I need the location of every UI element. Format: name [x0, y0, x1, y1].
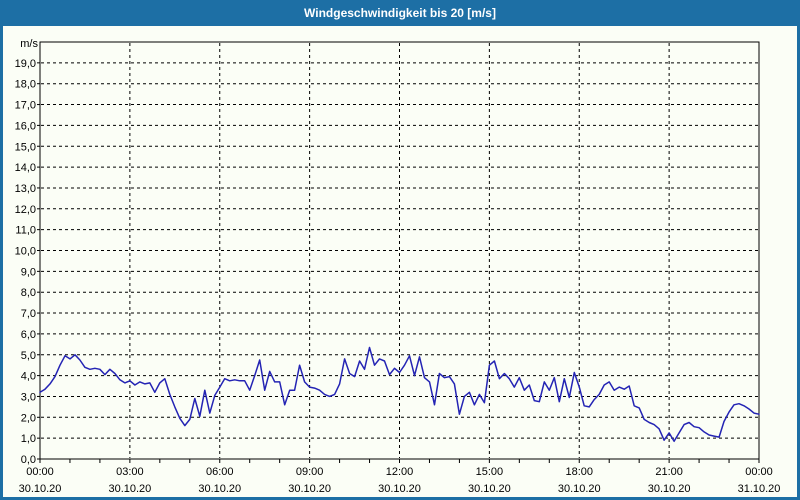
x-tick-date-label: 30.10.20 [288, 483, 331, 495]
y-tick-label: 9,0 [21, 266, 36, 278]
y-tick-label: 4,0 [21, 371, 36, 383]
x-tick-date-label: 30.10.20 [108, 483, 151, 495]
x-tick-time-label: 00:00 [26, 466, 54, 478]
x-tick-date-label: 30.10.20 [378, 483, 421, 495]
x-tick-time-label: 15:00 [476, 466, 504, 478]
y-tick-label: 17,0 [15, 100, 36, 112]
x-tick-date-label: 30.10.20 [648, 483, 691, 495]
y-tick-label: 13,0 [15, 183, 36, 195]
plot-frame [39, 41, 760, 460]
y-tick-label: 15,0 [15, 141, 36, 153]
window-titlebar[interactable]: Windgeschwindigkeit bis 20 [m/s] [0, 0, 800, 26]
x-tick-date-label: 31.10.20 [738, 483, 781, 495]
y-tick-label: 7,0 [21, 308, 36, 320]
x-tick-date-label: 30.10.20 [468, 483, 511, 495]
y-tick-label: 11,0 [15, 225, 36, 237]
y-tick-label: 10,0 [15, 246, 36, 258]
y-tick-label: 3,0 [21, 391, 36, 403]
x-tick-time-label: 09:00 [296, 466, 324, 478]
y-tick-label: 1,0 [21, 433, 36, 445]
y-tick-label: 5,0 [21, 350, 36, 362]
y-tick-label: 8,0 [21, 287, 36, 299]
window-title: Windgeschwindigkeit bis 20 [m/s] [304, 6, 496, 20]
y-tick-label: 12,0 [15, 204, 36, 216]
y-axis-unit-label: m/s [20, 38, 38, 50]
y-tick-label: 19,0 [15, 58, 36, 70]
x-tick-time-label: 21:00 [655, 466, 683, 478]
y-tick-label: 16,0 [15, 120, 36, 132]
x-tick-time-label: 18:00 [565, 466, 593, 478]
wind-speed-line [39, 346, 760, 443]
y-tick-label: 14,0 [15, 162, 36, 174]
x-tick-time-label: 03:00 [116, 466, 144, 478]
y-tick-label: 2,0 [21, 412, 36, 424]
x-tick-date-label: 30.10.20 [198, 483, 241, 495]
x-tick-date-label: 30.10.20 [19, 483, 62, 495]
x-tick-time-label: 12:00 [386, 466, 414, 478]
y-tick-label: 0,0 [21, 454, 36, 466]
y-tick-label: 6,0 [21, 329, 36, 341]
x-tick-time-label: 06:00 [206, 466, 234, 478]
x-tick-date-label: 30.10.20 [558, 483, 601, 495]
x-tick-time-label: 00:00 [745, 466, 773, 478]
y-tick-label: 18,0 [15, 79, 36, 91]
